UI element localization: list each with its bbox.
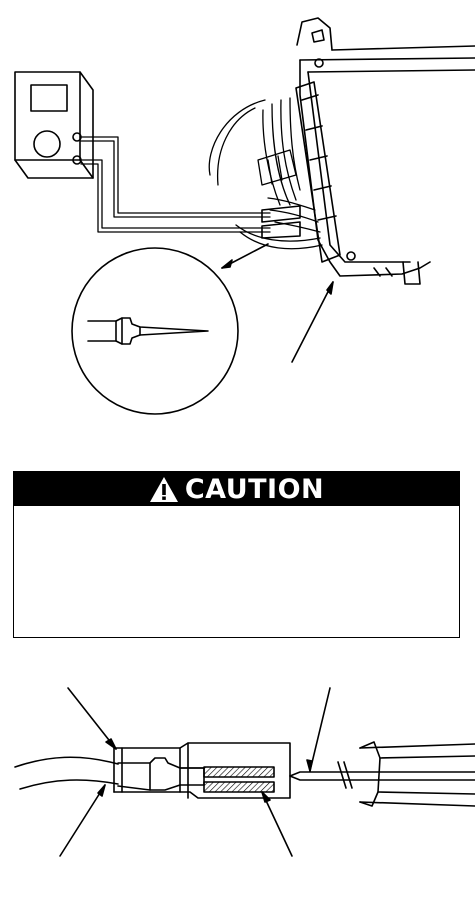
terminal-cross-section-diagram [14, 687, 475, 857]
multimeter-icon [14, 71, 94, 179]
probe-test-diagram [14, 17, 475, 415]
probe-tip-detail [87, 317, 209, 345]
leader-arrow-detail [221, 243, 269, 269]
leader-arrow-ecu [291, 281, 334, 363]
female-terminal [117, 757, 275, 793]
leader-arrow-probe [306, 687, 331, 772]
caution-box: CAUTION [13, 471, 460, 638]
caution-header: CAUTION [14, 472, 459, 506]
caution-body [14, 506, 459, 637]
wire-harness [208, 97, 323, 250]
leader-arrow-wire [59, 784, 106, 857]
wire-insulation [14, 756, 119, 790]
caution-title: CAUTION [184, 473, 325, 505]
magnified-detail-circle [71, 247, 239, 415]
test-lead-wires [80, 136, 271, 233]
leader-arrow-housing [67, 687, 117, 750]
probe-pins [261, 205, 301, 239]
warning-triangle-icon [149, 476, 178, 502]
ecu-unit [295, 17, 475, 285]
test-probe [289, 741, 475, 807]
leader-arrow-terminal [261, 791, 293, 857]
